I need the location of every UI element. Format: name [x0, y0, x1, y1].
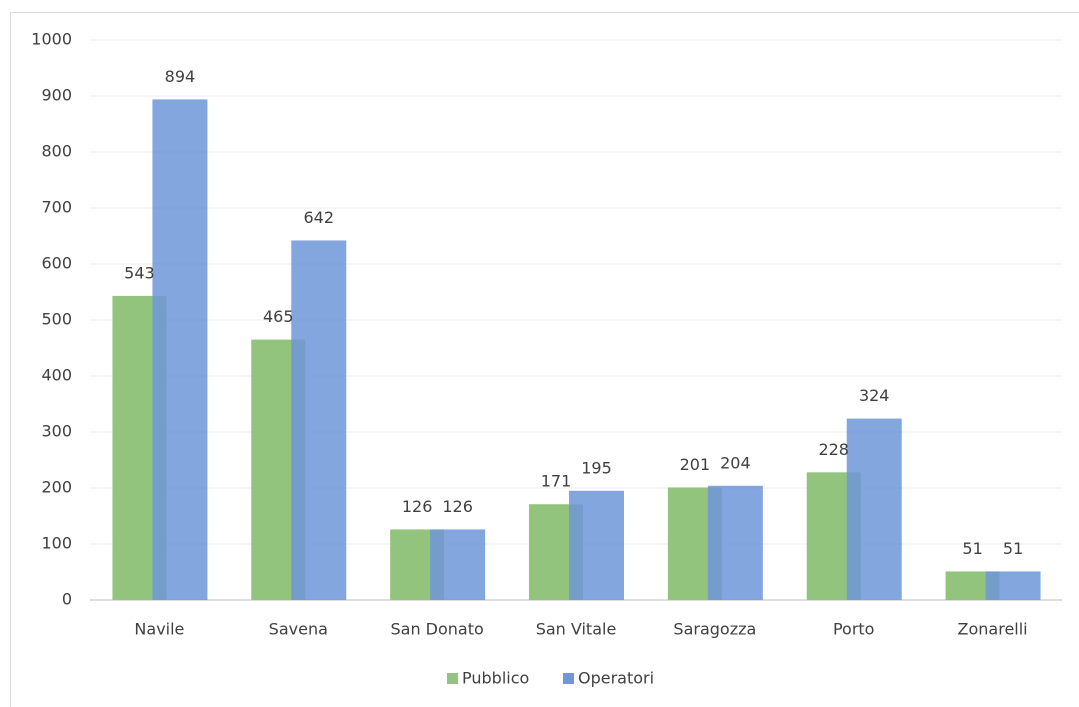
x-tick-label: Navile [134, 620, 184, 639]
data-label: 51 [962, 539, 982, 558]
y-tick-label: 500 [41, 310, 72, 329]
y-tick-label: 700 [41, 198, 72, 217]
data-label: 195 [581, 458, 612, 477]
y-tick-label: 800 [41, 142, 72, 161]
data-label: 642 [304, 208, 335, 227]
y-tick-label: 100 [41, 534, 72, 553]
bar [569, 490, 624, 600]
y-tick-label: 0 [62, 590, 72, 609]
y-tick-label: 900 [41, 86, 72, 105]
bar [291, 240, 347, 601]
bar [846, 418, 902, 600]
data-label: 126 [402, 497, 433, 516]
chart-frame [10, 12, 1079, 707]
bar [152, 99, 208, 601]
y-tick-label: 300 [41, 422, 72, 441]
y-tick-label: 600 [41, 254, 72, 273]
x-tick-label: Saragozza [673, 620, 756, 639]
data-label: 894 [165, 67, 196, 86]
data-label: 228 [818, 440, 849, 459]
data-label: 201 [680, 455, 711, 474]
data-label: 126 [442, 497, 473, 516]
bar [985, 571, 1041, 600]
y-tick-label: 400 [41, 366, 72, 385]
legend-label: Operatori [578, 669, 654, 688]
legend-swatch [447, 673, 458, 684]
x-tick-label: Zonarelli [958, 620, 1028, 639]
bar [707, 485, 763, 600]
bar [430, 529, 486, 600]
x-tick-label: San Donato [390, 620, 483, 639]
data-label: 51 [1003, 539, 1023, 558]
x-tick-label: San Vitale [536, 620, 617, 639]
data-label: 204 [720, 453, 751, 472]
x-tick-label: Porto [833, 620, 875, 639]
x-tick-label: Savena [269, 620, 328, 639]
legend-swatch [563, 673, 574, 684]
data-label: 465 [263, 307, 294, 326]
legend-label: Pubblico [462, 669, 529, 688]
data-label: 543 [124, 263, 155, 282]
y-tick-label: 1000 [31, 30, 72, 49]
y-tick-label: 200 [41, 478, 72, 497]
data-label: 324 [859, 386, 890, 405]
data-label: 171 [541, 472, 572, 491]
